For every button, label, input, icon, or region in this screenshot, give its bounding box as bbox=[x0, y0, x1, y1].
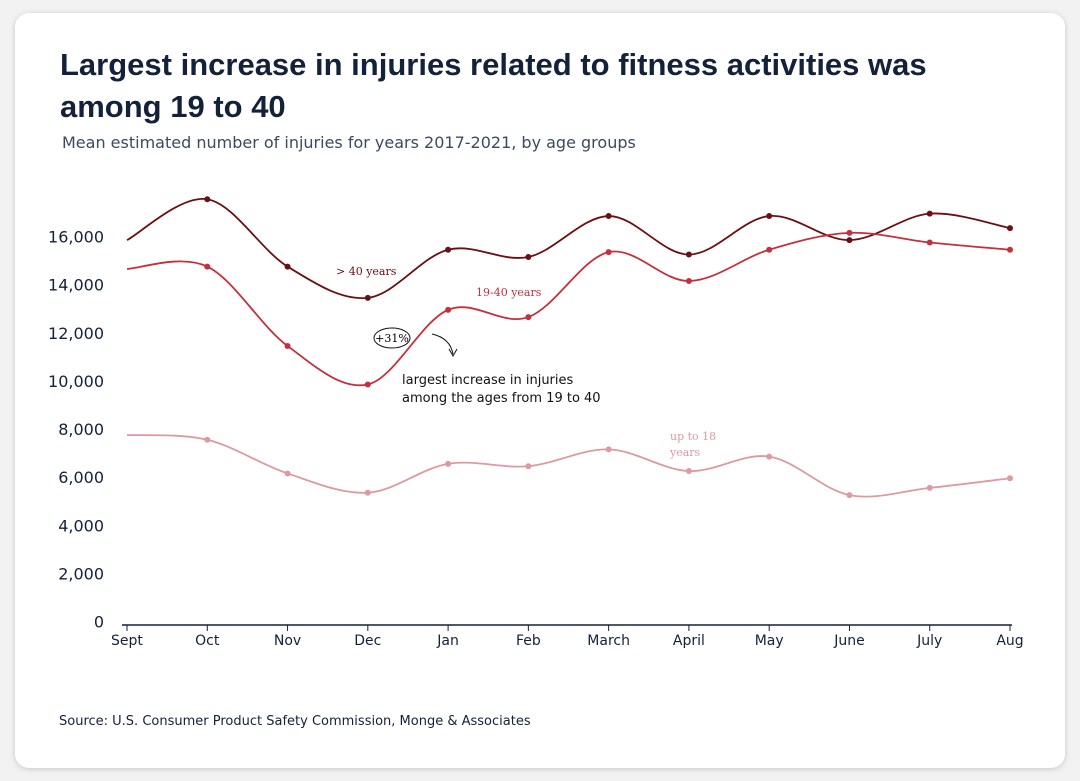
source: Source: U.S. Consumer Product Safety Com… bbox=[59, 714, 531, 729]
data-point bbox=[284, 342, 291, 349]
x-tick-label: May bbox=[755, 633, 784, 649]
data-point bbox=[846, 492, 853, 499]
data-point bbox=[525, 314, 532, 321]
chart-subtitle: Mean estimated number of injuries for ye… bbox=[62, 133, 636, 152]
data-point bbox=[204, 263, 211, 270]
data-point bbox=[685, 468, 692, 475]
annotation-arrow bbox=[431, 333, 458, 358]
y-tick-label: 0 bbox=[94, 613, 104, 632]
x-tick-label: Nov bbox=[274, 633, 301, 649]
series-line bbox=[126, 198, 1011, 299]
x-tick-label: Jan bbox=[436, 633, 459, 649]
data-point bbox=[204, 436, 211, 443]
series-line bbox=[126, 434, 1011, 498]
data-point bbox=[1007, 225, 1013, 232]
y-tick-label: 4,000 bbox=[58, 516, 104, 535]
data-point bbox=[605, 446, 612, 453]
data-point bbox=[525, 253, 532, 260]
data-point bbox=[364, 294, 371, 301]
y-tick-label: 14,000 bbox=[48, 276, 104, 295]
data-point bbox=[1007, 475, 1013, 482]
data-point bbox=[284, 263, 291, 270]
data-point bbox=[926, 239, 933, 246]
data-point bbox=[926, 210, 933, 217]
data-point bbox=[685, 251, 692, 258]
series-line bbox=[126, 231, 1011, 387]
x-tick-label: Dec bbox=[354, 633, 381, 649]
y-tick-label: 6,000 bbox=[58, 468, 104, 487]
data-point bbox=[605, 249, 612, 256]
data-point bbox=[766, 453, 773, 460]
data-point bbox=[685, 278, 692, 285]
annotation-badge: +31% bbox=[375, 332, 409, 345]
x-tick-label: Aug bbox=[996, 633, 1023, 649]
x-tick-label: April bbox=[673, 633, 705, 649]
card bbox=[15, 13, 1065, 768]
x-tick-label: Oct bbox=[195, 633, 220, 649]
data-point bbox=[525, 463, 532, 470]
series-label: up to 18 years bbox=[670, 430, 717, 459]
data-point bbox=[364, 489, 371, 496]
data-point bbox=[1007, 246, 1013, 253]
y-tick-label: 2,000 bbox=[58, 564, 104, 583]
annotation-text: largest increase in injuries among the a… bbox=[402, 373, 601, 406]
y-tick-label: 12,000 bbox=[48, 324, 104, 343]
data-point bbox=[605, 213, 612, 220]
y-tick-label: 10,000 bbox=[48, 372, 104, 391]
x-tick-label: June bbox=[833, 633, 865, 649]
data-point bbox=[846, 229, 853, 236]
series-label: 19-40 years bbox=[476, 286, 542, 299]
data-point bbox=[766, 213, 773, 220]
data-point bbox=[364, 381, 371, 388]
data-point bbox=[204, 196, 211, 203]
data-point bbox=[766, 246, 773, 253]
data-point bbox=[846, 237, 853, 244]
data-point bbox=[926, 484, 933, 491]
y-tick-label: 16,000 bbox=[48, 228, 104, 247]
data-point bbox=[284, 470, 291, 477]
x-tick-label: July bbox=[916, 633, 942, 649]
series-label: > 40 years bbox=[336, 265, 397, 278]
annotation-ellipse bbox=[373, 327, 411, 349]
x-tick-label: Sept bbox=[111, 633, 143, 649]
y-tick-label: 8,000 bbox=[58, 420, 104, 439]
x-tick-label: Feb bbox=[516, 633, 541, 649]
data-point bbox=[445, 460, 452, 467]
x-tick-label: March bbox=[587, 633, 630, 649]
chart-title: Largest increase in injuries related to … bbox=[60, 47, 927, 124]
data-point bbox=[445, 306, 452, 313]
data-point bbox=[445, 246, 452, 253]
